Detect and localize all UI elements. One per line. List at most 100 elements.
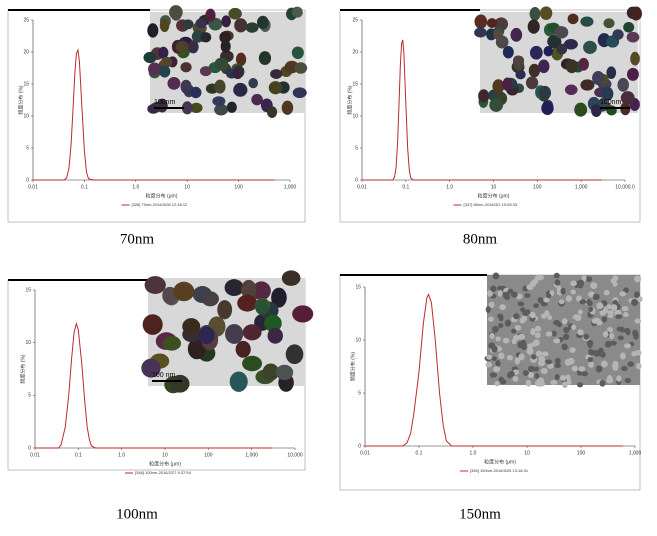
- particle: [533, 366, 539, 372]
- particle: [190, 86, 202, 99]
- x-tick-label: 10: [524, 450, 530, 456]
- particle: [547, 362, 554, 369]
- particle: [577, 309, 583, 315]
- particle: [535, 350, 543, 357]
- particle: [527, 371, 534, 379]
- particle: [530, 328, 536, 336]
- particle: [241, 279, 257, 300]
- particle: [493, 28, 504, 40]
- particle: [602, 331, 609, 338]
- particle: [571, 324, 577, 331]
- particle: [547, 315, 553, 320]
- scale-bar: [600, 107, 630, 109]
- particle: [499, 304, 506, 311]
- particle: [514, 324, 522, 331]
- particle: [514, 357, 521, 365]
- caption: 70nm: [120, 231, 155, 247]
- x-tick-label: 1.0: [132, 184, 139, 190]
- y-tick-label: 0: [358, 443, 361, 449]
- particle: [214, 79, 226, 94]
- particle: [489, 372, 497, 378]
- particle: [592, 293, 600, 301]
- particle: [543, 45, 554, 57]
- particle: [201, 291, 219, 307]
- x-tick-label: 1,000: [629, 450, 642, 456]
- particle: [267, 327, 283, 344]
- particle: [491, 356, 497, 362]
- y-tick-label: 15: [23, 81, 29, 87]
- particle: [498, 314, 504, 322]
- particle: [588, 291, 595, 298]
- particle: [558, 299, 565, 305]
- particle: [621, 306, 629, 312]
- particle: [180, 62, 192, 73]
- particle: [485, 361, 492, 368]
- particle: [262, 363, 279, 381]
- particle: [580, 16, 594, 27]
- particle: [600, 360, 608, 368]
- x-tick-label: 0.01: [360, 450, 370, 456]
- y-tick-label: 5: [28, 393, 31, 399]
- particle: [255, 299, 270, 315]
- particle: [576, 295, 582, 302]
- particle: [162, 335, 182, 351]
- particle: [547, 34, 562, 49]
- particle: [487, 289, 493, 297]
- particle: [610, 278, 617, 284]
- y-axis-label: 频度分布 (%): [346, 85, 353, 115]
- particle: [636, 296, 643, 303]
- x-tick-label: 0.01: [357, 184, 367, 190]
- particle: [270, 69, 283, 79]
- y-tick-label: 10: [355, 337, 361, 343]
- particle: [488, 342, 496, 349]
- x-tick-label: 100: [234, 184, 243, 190]
- particle: [518, 353, 525, 361]
- particle: [623, 287, 629, 293]
- particle: [510, 27, 523, 42]
- x-axis-label: 粒度分布 (μm): [146, 192, 178, 199]
- particle: [159, 18, 170, 33]
- particle: [538, 59, 550, 74]
- particle: [570, 280, 577, 287]
- particle: [219, 31, 231, 44]
- particle: [599, 379, 606, 387]
- particle: [258, 51, 272, 66]
- x-tick-label: 0.01: [30, 452, 40, 458]
- particle: [623, 21, 635, 33]
- particle: [631, 351, 638, 357]
- particle: [562, 333, 570, 341]
- particle: [502, 337, 510, 344]
- x-tick-label: 0.1: [75, 452, 82, 458]
- particle: [527, 19, 540, 34]
- particle: [619, 291, 627, 297]
- particle: [579, 299, 587, 305]
- particle: [292, 87, 307, 99]
- particle: [620, 352, 626, 360]
- particle: [147, 104, 160, 114]
- particle: [495, 336, 501, 342]
- particle: [534, 332, 541, 339]
- x-tick-label: 10: [162, 452, 168, 458]
- particle: [612, 29, 624, 40]
- particle: [510, 291, 518, 298]
- particle: [583, 333, 590, 340]
- particle: [266, 106, 278, 119]
- particle: [546, 293, 552, 299]
- particle: [489, 332, 495, 340]
- y-tick-label: 0: [26, 177, 29, 183]
- particle: [577, 382, 584, 388]
- y-tick-label: 15: [355, 284, 361, 290]
- particle: [148, 62, 162, 76]
- particle: [541, 351, 549, 357]
- particle: [235, 52, 247, 67]
- particle: [540, 367, 548, 375]
- x-tick-label: 100: [577, 450, 586, 456]
- particle: [601, 86, 614, 101]
- particle: [190, 102, 203, 113]
- particle: [527, 365, 535, 373]
- legend-entry: [345] 150nm-2016/3/25 13:18:31: [470, 468, 529, 473]
- particle: [525, 76, 539, 90]
- particle: [586, 298, 592, 306]
- particle: [531, 354, 537, 360]
- y-tick-label: 25: [352, 17, 358, 23]
